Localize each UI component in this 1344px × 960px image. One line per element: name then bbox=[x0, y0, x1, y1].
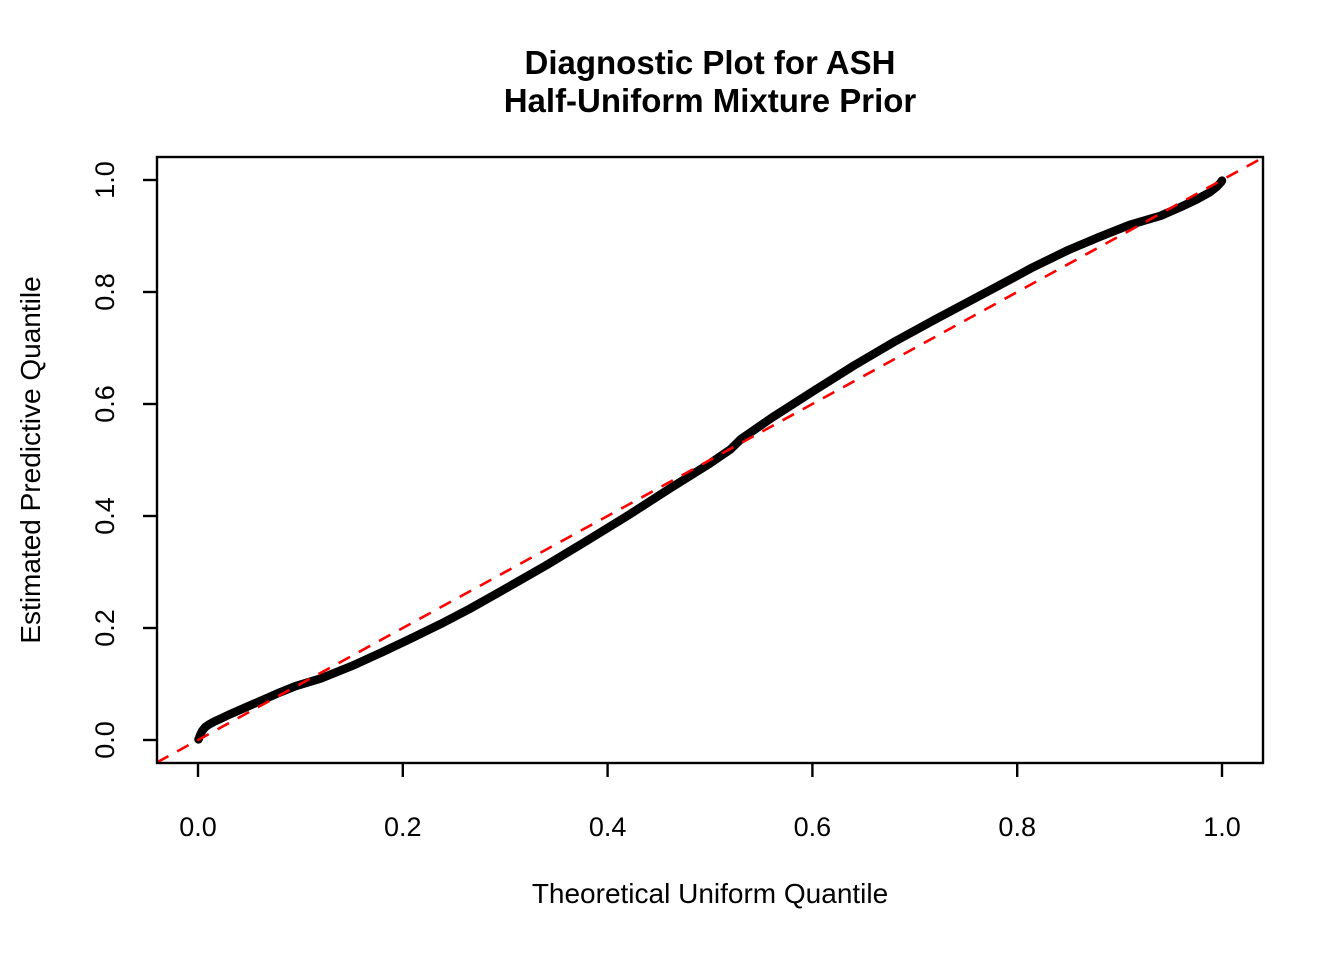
series-reference-diagonal bbox=[156, 156, 1264, 764]
x-axis: 0.0 0.2 0.4 0.6 0.8 1.0 bbox=[179, 763, 1241, 842]
x-tick-label: 0.0 bbox=[179, 812, 217, 842]
plot-box bbox=[155, 155, 1265, 765]
title-line-1: Diagnostic Plot for ASH bbox=[525, 44, 896, 81]
series-estimated-predictive-quantiles bbox=[194, 176, 1227, 744]
plot-title: Diagnostic Plot for ASH Half-Uniform Mix… bbox=[504, 44, 917, 119]
x-tick-label: 1.0 bbox=[1203, 812, 1241, 842]
x-tick-label: 0.6 bbox=[794, 812, 832, 842]
y-axis-label: Estimated Predictive Quantile bbox=[15, 276, 46, 643]
title-line-2: Half-Uniform Mixture Prior bbox=[504, 82, 917, 119]
x-tick-label: 0.8 bbox=[998, 812, 1036, 842]
y-tick-label: 0.2 bbox=[90, 609, 120, 647]
x-tick-label: 0.4 bbox=[589, 812, 627, 842]
y-tick-label: 0.6 bbox=[90, 385, 120, 423]
y-axis: 0.0 0.2 0.4 0.6 0.8 1.0 bbox=[90, 161, 157, 759]
x-tick-label: 0.2 bbox=[384, 812, 422, 842]
plot-series bbox=[156, 156, 1264, 764]
y-tick-label: 0.8 bbox=[90, 273, 120, 311]
y-tick-label: 0.0 bbox=[90, 721, 120, 759]
y-tick-label: 0.4 bbox=[90, 497, 120, 535]
x-axis-label: Theoretical Uniform Quantile bbox=[532, 878, 888, 909]
y-tick-label: 1.0 bbox=[90, 161, 120, 199]
